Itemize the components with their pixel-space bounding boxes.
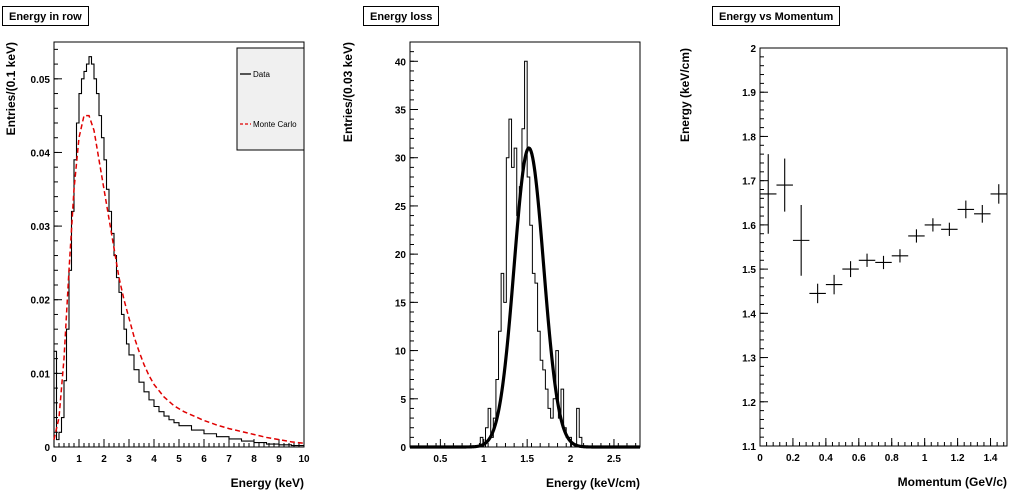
y-tick-label: 0 [44,443,50,454]
chart-energy-vs-momentum: Energy vs Momentum 0 0.2 0.4 0.6 0.8 1 1.2 1.4 1… [674,0,1012,497]
x-tick-label: 0 [757,453,763,464]
x-tick-label: 2 [568,454,574,465]
x-axis-label: Energy (keV/cm) [546,476,640,490]
x-tick-label: 2 [101,454,107,465]
plot-frame [759,47,1008,447]
x-tick-label: 6 [201,454,207,465]
y-tick-label: 1.1 [742,442,756,453]
y-tick-label: 25 [395,202,407,213]
y-tick-label: 30 [395,154,407,165]
x-tick-label: 8 [251,454,257,465]
x-tick-label: 0.4 [819,453,833,464]
y-tick-label: 1.6 [742,221,756,232]
y-tick-label: 1.7 [742,177,756,188]
y-axis-label: Entries/(0.03 keV) [341,42,355,142]
y-tick-label: 10 [395,347,407,358]
y-tick-label: 1.8 [742,132,756,143]
x-tick-label: 1.4 [984,453,998,464]
x-tick-label: 9 [276,454,282,465]
x-tick-label: 0.6 [852,453,866,464]
plot-area: 0 0.2 0.4 0.6 0.8 1 1.2 1.4 1.1 1.2 1.3 1.4 1.5 1.6 1.… [678,44,1008,489]
x-tick-label: 1 [76,454,82,465]
legend-box [236,47,305,151]
chart-title-text: Energy in row [9,11,82,23]
plot-area: 0 1 2 3 4 5 6 7 8 9 10 0 0.01 0.02 0.03 0.04 0.05 Energy … [4,41,310,490]
x-tick-label: 10 [298,454,310,465]
chart-energy-loss: Energy loss 0.5 1 1.5 2 2.5 0 5 10 15 20 25 30 35 40 E… [337,0,667,497]
y-tick-label: 1.2 [742,398,756,409]
chart-title: Energy loss [363,6,440,26]
chart-title: Energy vs Momentum [712,6,841,26]
x-tick-label: 0 [51,454,57,465]
y-tick-label: 0.03 [31,222,51,233]
y-axis-label: Energy (keV/cm) [678,48,692,142]
y-axis-label: Entries/(0.1 keV) [4,42,18,135]
x-tick-label: 1.2 [951,453,965,464]
y-tick-label: 1.3 [742,354,756,365]
x-tick-label: 7 [226,454,232,465]
chart-title-text: Energy loss [370,11,433,23]
x-tick-label: 1 [922,453,928,464]
y-tick-label: 1.9 [742,88,756,99]
chart-energy-in-row: Energy in row 0 1 2 3 4 5 6 7 8 9 10 0 0.01 0.02 0.03 0… [0,0,330,497]
legend-entry: Monte Carlo [253,120,297,129]
y-tick-label: 20 [395,250,407,261]
x-tick-label: 2.5 [607,454,621,465]
y-tick-label: 0 [400,443,406,454]
y-tick-label: 0.04 [31,148,51,159]
chart-title: Energy in row [2,6,89,26]
y-tick-label: 0.02 [31,296,51,307]
x-axis-label: Energy (keV) [231,476,304,490]
y-tick-label: 1.5 [742,265,756,276]
x-tick-label: 5 [176,454,182,465]
y-tick-label: 0.05 [31,75,51,86]
gaussian-fit-line [410,146,640,449]
x-tick-label: 3 [126,454,132,465]
series-line-data [53,56,304,447]
y-tick-label: 1.4 [742,309,756,320]
x-tick-label: 0.2 [786,453,800,464]
chart-title-text: Energy vs Momentum [719,11,834,23]
y-tick-label: 0.01 [31,369,51,380]
y-tick-label: 15 [395,298,407,309]
x-tick-label: 0.5 [433,454,447,465]
plot-area: 0.5 1 1.5 2 2.5 0 5 10 15 20 25 30 35 40 Energy (keV/c… [341,41,641,490]
x-tick-label: 1 [481,454,487,465]
histogram-line [475,60,588,448]
y-tick-label: 40 [395,57,407,68]
legend-entry: Data [253,70,270,79]
y-tick-label: 5 [400,395,406,406]
series-line-monte-carlo [53,114,305,445]
x-tick-label: 0.8 [885,453,899,464]
y-tick-label: 35 [395,106,407,117]
x-tick-label: 1.5 [520,454,534,465]
y-tick-label: 2 [750,44,756,55]
x-tick-label: 4 [151,454,157,465]
x-axis-label: Momentum (GeV/c) [898,475,1007,489]
